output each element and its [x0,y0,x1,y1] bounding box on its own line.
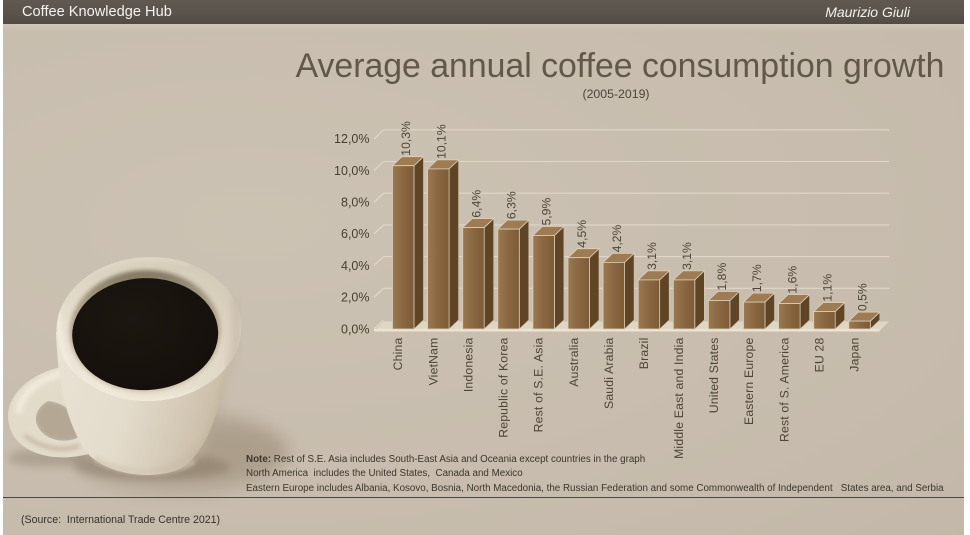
svg-text:4,5%: 4,5% [575,220,589,248]
svg-text:1,7%: 1,7% [750,264,764,292]
svg-text:3,1%: 3,1% [680,242,694,270]
svg-text:10,0%: 10,0% [334,164,369,178]
svg-text:10,3%: 10,3% [399,121,413,156]
svg-text:Saudi Arabia: Saudi Arabia [602,337,616,409]
svg-text:4,0%: 4,0% [341,259,370,273]
svg-text:12,0%: 12,0% [334,132,369,146]
svg-text:Middle East and India: Middle East and India [672,337,686,458]
svg-text:6,0%: 6,0% [341,227,370,241]
svg-text:Rest of S. America: Rest of S. America [777,337,791,442]
svg-text:6,4%: 6,4% [469,190,483,218]
svg-text:0,5%: 0,5% [856,283,870,311]
svg-text:10,1%: 10,1% [434,124,448,159]
svg-text:VietNam: VietNam [426,338,440,386]
svg-text:5,9%: 5,9% [540,198,554,226]
svg-text:China: China [391,337,405,370]
svg-text:Eastern Europe: Eastern Europe [742,337,756,425]
svg-text:1,1%: 1,1% [821,274,835,302]
svg-text:0,0%: 0,0% [341,322,370,336]
svg-text:Australia: Australia [567,337,581,386]
svg-text:6,3%: 6,3% [505,191,519,219]
svg-text:Republic of Korea: Republic of Korea [497,337,511,437]
svg-text:3,1%: 3,1% [645,242,659,270]
svg-text:2,0%: 2,0% [341,291,370,305]
svg-text:Rest of S.E. Asia: Rest of S.E. Asia [532,337,546,432]
svg-text:Japan: Japan [848,338,862,372]
svg-text:8,0%: 8,0% [341,196,370,210]
svg-text:EU 28: EU 28 [813,337,827,372]
svg-text:United States: United States [707,338,721,414]
svg-text:4,2%: 4,2% [610,224,624,252]
svg-text:Indonesia: Indonesia [461,337,475,392]
svg-text:1,8%: 1,8% [715,263,729,291]
svg-text:Brazil: Brazil [637,338,651,370]
svg-text:1,6%: 1,6% [785,266,799,294]
